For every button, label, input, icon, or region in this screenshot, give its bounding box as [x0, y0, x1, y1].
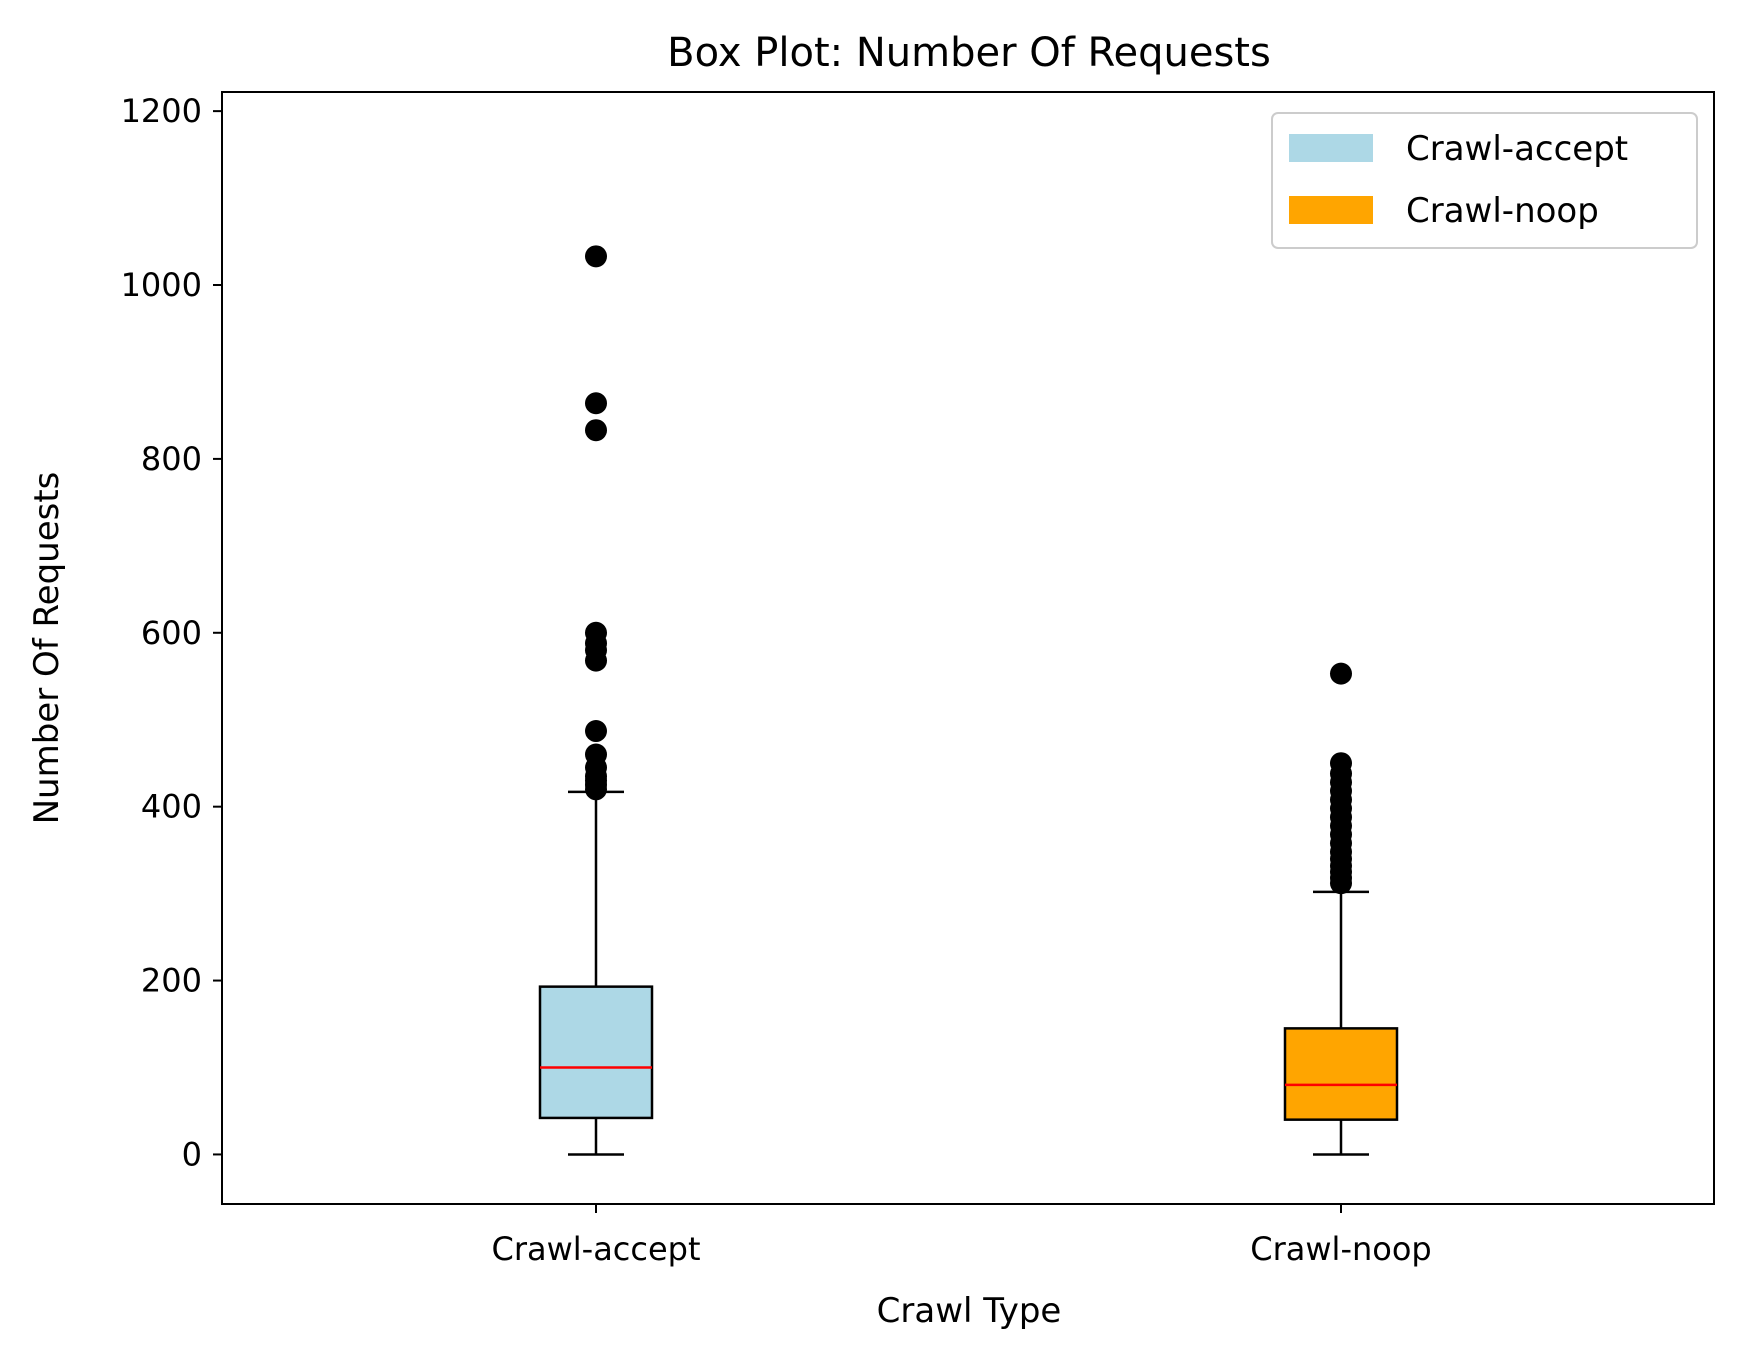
x-tick-label: Crawl-accept: [491, 1230, 700, 1268]
y-tick-label: 400: [141, 788, 202, 826]
y-axis: 0 200 400 600 800 1000 1200: [121, 92, 222, 1173]
plot-frame: [221, 91, 1715, 1205]
iqr-box: [1283, 1027, 1399, 1121]
x-axis: Crawl-accept Crawl-noop: [491, 1204, 1432, 1268]
legend-swatch: [1289, 196, 1373, 224]
y-tick-label: 200: [141, 962, 202, 1000]
box-crawl-noop: [1283, 662, 1399, 1156]
outlier-point: [1330, 752, 1352, 775]
outlier-point: [585, 419, 607, 442]
outlier-point: [585, 720, 607, 743]
iqr-box: [538, 985, 654, 1120]
legend-swatch: [1289, 134, 1373, 162]
plot-area: [538, 245, 1399, 1156]
outlier-point: [585, 392, 607, 415]
y-axis-title: Number Of Requests: [27, 472, 67, 825]
x-tick-label: Crawl-noop: [1250, 1230, 1431, 1268]
y-tick-label: 800: [141, 440, 202, 478]
legend: Crawl-accept Crawl-noop: [1271, 112, 1698, 249]
y-tick-label: 1200: [121, 92, 202, 130]
legend-label: Crawl-noop: [1406, 191, 1599, 231]
legend-label: Crawl-accept: [1406, 129, 1628, 169]
x-axis-title: Crawl Type: [877, 1291, 1062, 1331]
y-tick-label: 600: [141, 614, 202, 652]
y-tick-label: 0: [182, 1135, 202, 1173]
outlier-point: [585, 245, 607, 268]
outlier-point: [585, 621, 607, 644]
legend-box: [1271, 112, 1698, 249]
y-tick-label: 1000: [121, 266, 202, 304]
chart-title: Box Plot: Number Of Requests: [667, 30, 1271, 76]
outlier-point: [1330, 662, 1352, 685]
outlier-point: [585, 743, 607, 766]
box-crawl-accept: [538, 245, 654, 1156]
